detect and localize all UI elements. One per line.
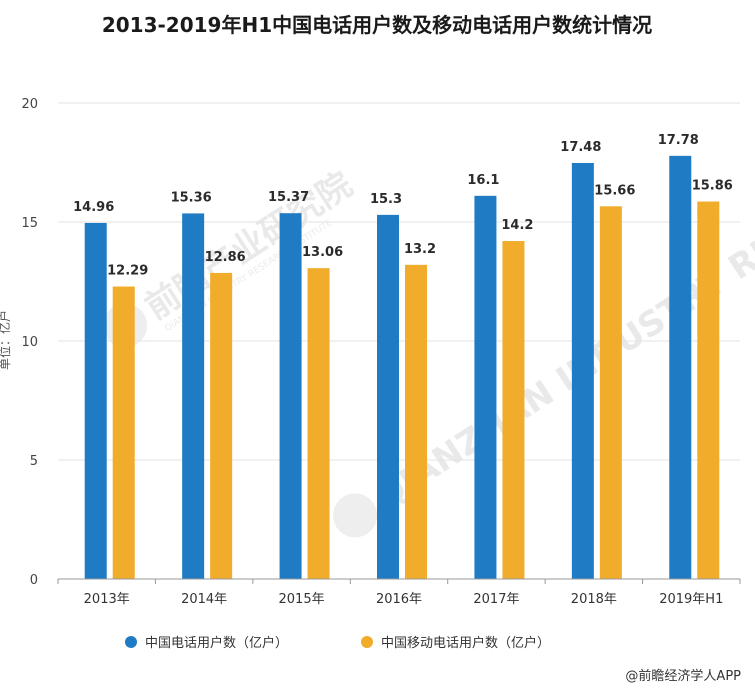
legend-item-series2[interactable]: 中国移动电话用户数（亿户）	[361, 635, 550, 651]
y-axis-label: 单位：亿户	[0, 310, 12, 370]
data-label-series1: 17.48	[560, 140, 601, 155]
bar-series2[interactable]	[210, 272, 233, 579]
x-axis-ticks: 2013年 2014年 2015年 2016年 2017年 2018年 2019年H1	[57, 579, 741, 607]
bar-series2[interactable]	[112, 286, 135, 579]
bar-series1[interactable]	[474, 195, 497, 579]
y-tick-label: 5	[30, 454, 38, 469]
bars	[84, 155, 720, 580]
x-tick-label: 2016年	[376, 592, 422, 607]
x-tick-label: 2014年	[181, 592, 227, 607]
x-tick-label: 2017年	[473, 592, 519, 607]
bar-series2[interactable]	[697, 201, 720, 580]
source-credit: @前瞻经济学人APP	[625, 668, 741, 684]
data-label-series1: 14.96	[73, 200, 114, 215]
y-tick-label: 20	[21, 97, 38, 112]
y-axis-ticks: 0 5 10 15 20	[21, 97, 38, 588]
legend-marker-series1	[125, 636, 137, 648]
data-label-series2: 15.86	[692, 179, 733, 194]
data-label-series1: 15.37	[268, 190, 309, 205]
legend-label-series2: 中国移动电话用户数（亿户）	[381, 635, 550, 651]
x-tick-label: 2015年	[279, 592, 325, 607]
x-tick-label: 2013年	[84, 592, 130, 607]
bar-series2[interactable]	[405, 264, 427, 579]
bar-series1[interactable]	[279, 213, 302, 579]
x-tick-label: 2018年	[571, 592, 617, 607]
data-label-series1: 15.3	[370, 192, 402, 207]
bar-series1[interactable]	[377, 214, 399, 580]
x-tick-label: 2019年H1	[659, 592, 723, 607]
chart-title: 2013-2019年H1中国电话用户数及移动电话用户数统计情况	[102, 13, 652, 37]
data-label-series2: 15.66	[594, 183, 635, 198]
data-label-series2: 12.86	[205, 250, 246, 265]
data-label-series1: 15.36	[171, 190, 212, 205]
y-tick-label: 0	[30, 573, 38, 588]
bar-series2[interactable]	[307, 268, 330, 579]
y-tick-label: 15	[21, 216, 38, 231]
data-label-series2: 13.2	[404, 242, 436, 257]
bar-series2[interactable]	[502, 241, 525, 580]
legend-label-series1: 中国电话用户数（亿户）	[145, 635, 288, 651]
bar-series1[interactable]	[669, 155, 692, 579]
data-label-series2: 12.29	[107, 263, 148, 278]
value-labels: 14.96 12.29 15.36 12.86 15.37 13.06 15.3 13.2 16…	[73, 133, 733, 279]
data-label-series1: 16.1	[467, 173, 499, 188]
legend-item-series1[interactable]: 中国电话用户数（亿户）	[125, 635, 288, 651]
data-label-series1: 17.78	[658, 133, 699, 148]
bar-series1[interactable]	[571, 162, 594, 579]
bar-series1[interactable]	[182, 213, 205, 579]
data-label-series2: 14.2	[501, 218, 533, 233]
y-tick-label: 10	[21, 335, 38, 350]
bar-series2[interactable]	[599, 206, 622, 580]
bar-series1[interactable]	[84, 222, 107, 579]
legend: 中国电话用户数（亿户） 中国移动电话用户数（亿户）	[125, 635, 550, 651]
legend-marker-series2	[361, 636, 373, 648]
data-label-series2: 13.06	[302, 245, 343, 260]
